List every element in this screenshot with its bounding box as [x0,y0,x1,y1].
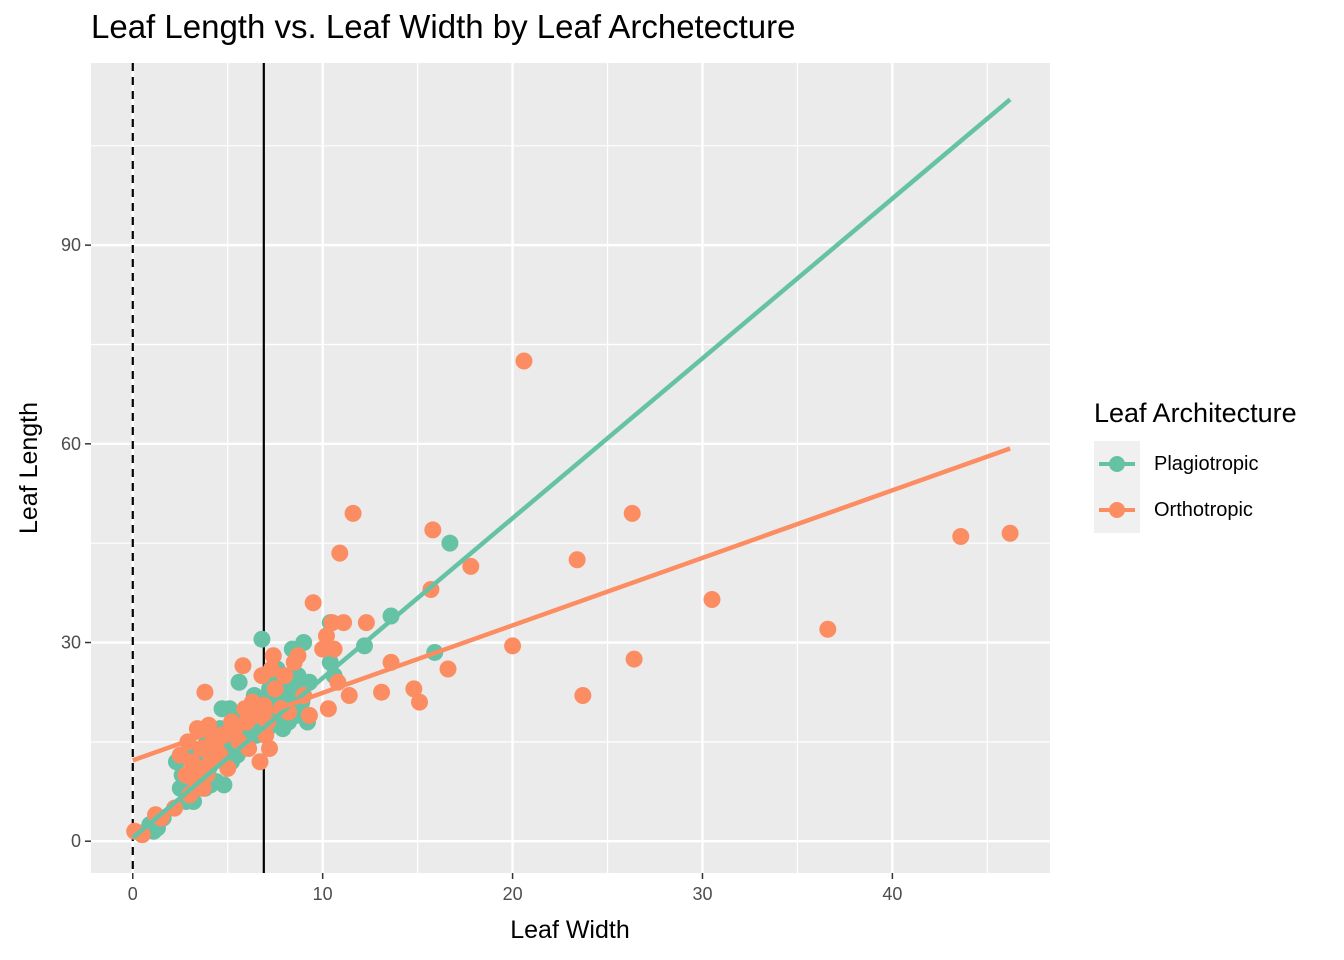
point-orthotropic [319,700,337,718]
y-axis-title: Leaf Length [15,402,43,534]
legend: Leaf Architecture Plagiotropic Orthotrop… [1094,398,1297,533]
y-tick-label: 30 [61,633,81,653]
x-tick-label: 0 [128,884,138,904]
point-orthotropic [234,657,252,675]
point-orthotropic [261,739,279,757]
point-orthotropic [152,809,170,827]
axis-ticks: 0 10 20 30 40 0 30 60 90 [61,235,902,904]
point-orthotropic [357,614,375,632]
x-tick-label: 20 [503,884,523,904]
point-orthotropic [411,693,429,711]
point-orthotropic [462,557,480,575]
point-plagiotropic [382,607,400,625]
point-orthotropic [340,687,358,705]
point-orthotropic [568,551,586,569]
point-orthotropic [331,544,349,562]
point-orthotropic [504,637,522,655]
point-orthotropic [405,680,423,698]
point-orthotropic [133,826,151,844]
point-orthotropic [289,647,307,665]
y-tick-label: 90 [61,235,81,255]
y-tick-label: 60 [61,434,81,454]
point-orthotropic [373,683,391,701]
trend-line-plagiotropic [131,97,1012,840]
point-orthotropic [424,521,442,539]
legend-item-plagiotropic: Plagiotropic [1094,441,1297,487]
point-orthotropic [952,528,970,546]
trend-line-orthotropic [132,446,1011,763]
legend-label-plagiotropic: Plagiotropic [1154,452,1259,475]
legend-key-plagiotropic [1094,441,1140,487]
trend-lines [131,97,1012,840]
point-orthotropic [276,667,294,685]
point-orthotropic [335,614,353,632]
legend-title: Leaf Architecture [1094,398,1297,428]
point-plagiotropic [215,776,233,794]
point-orthotropic [439,660,457,678]
point-orthotropic [262,660,280,678]
y-tick-label: 0 [71,831,81,851]
legend-label-orthotropic: Orthotropic [1154,498,1253,521]
grid-major [91,63,1050,873]
point-plagiotropic [441,534,459,552]
point-orthotropic [344,504,362,522]
point-orthotropic [300,706,318,724]
x-tick-label: 30 [692,884,712,904]
point-orthotropic [819,620,837,638]
legend-key-orthotropic [1094,487,1140,533]
point-orthotropic [515,352,533,370]
point-orthotropic [625,650,643,668]
point-orthotropic [317,627,335,645]
point-plagiotropic [295,634,313,652]
x-tick-label: 40 [882,884,902,904]
point-orthotropic [264,647,282,665]
point-plagiotropic [253,630,271,648]
point-plagiotropic [230,673,248,691]
chart-title: Leaf Length vs. Leaf Width by Leaf Arche… [91,8,796,45]
point-orthotropic [574,687,592,705]
point-orthotropic [266,680,284,698]
point-orthotropic [304,594,322,612]
point-plagiotropic [221,700,239,718]
x-tick-label: 10 [313,884,333,904]
point-orthotropic [703,590,721,608]
point-orthotropic [623,504,641,522]
point-orthotropic [251,753,269,771]
point-orthotropic [255,696,273,714]
x-axis-title: Leaf Width [510,916,630,944]
legend-item-orthotropic: Orthotropic [1094,487,1297,533]
point-orthotropic [196,683,214,701]
point-orthotropic [325,640,343,658]
point-orthotropic [1001,524,1019,542]
